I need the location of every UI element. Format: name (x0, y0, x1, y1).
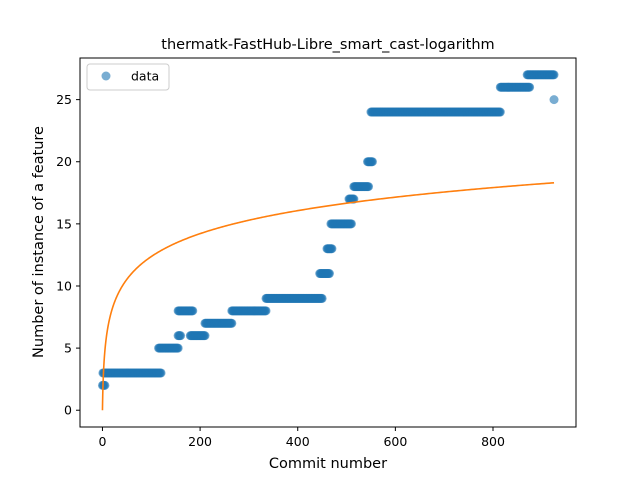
data-point (188, 306, 198, 316)
y-tick-label: 0 (64, 403, 72, 418)
x-axis-title: Commit number (269, 456, 387, 472)
fit-line (101, 181, 555, 411)
y-tick-label: 15 (56, 216, 72, 231)
data-point (261, 306, 271, 316)
data-point (367, 157, 377, 167)
y-tick-label: 25 (56, 92, 72, 107)
data-point (173, 343, 183, 353)
axes-frame (79, 57, 577, 428)
y-tick-label: 5 (64, 341, 72, 356)
data-point (346, 219, 356, 229)
data-point (549, 70, 559, 80)
y-tick-label: 10 (56, 278, 72, 293)
x-tick-label: 0 (98, 434, 106, 449)
data-point (227, 318, 237, 328)
axis-ticks: 0 200 400 600 800 0 5 10 15 20 25 (56, 92, 505, 449)
data-point (364, 182, 374, 192)
data-point (495, 107, 505, 117)
chart-title: thermatk-FastHub-Libre_smart_cast-logari… (161, 37, 494, 53)
data-point (549, 95, 559, 105)
plot-area (97, 70, 559, 411)
data-point (324, 269, 334, 279)
legend: data (86, 63, 170, 91)
x-tick-label: 400 (286, 434, 310, 449)
legend-box (86, 63, 170, 91)
legend-marker-data (101, 71, 111, 81)
legend-label-data: data (131, 69, 159, 84)
x-tick-label: 600 (383, 434, 407, 449)
data-point (317, 293, 327, 303)
data-point (176, 331, 186, 341)
data-point (200, 331, 210, 341)
y-tick-label: 20 (56, 154, 72, 169)
y-axis-title: Number of instance of a feature (31, 126, 47, 358)
data-point (327, 244, 337, 254)
data-point (525, 82, 535, 92)
x-tick-label: 200 (188, 434, 212, 449)
data-point (156, 368, 166, 378)
data-point (100, 380, 110, 390)
x-tick-label: 800 (481, 434, 505, 449)
